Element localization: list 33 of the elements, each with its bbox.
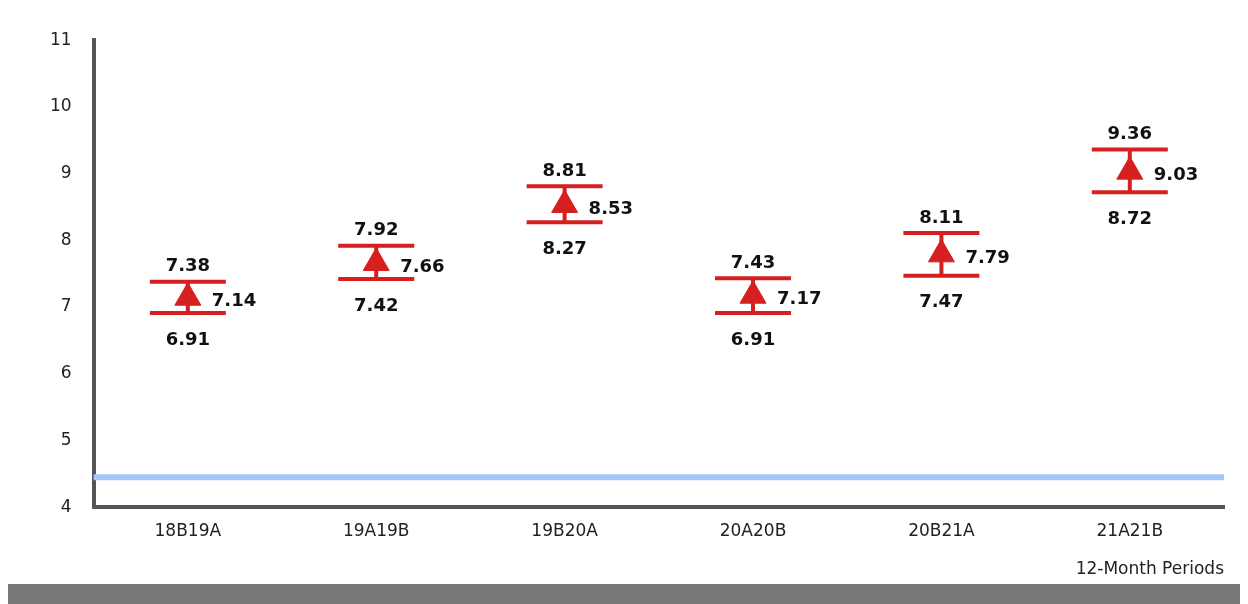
x-tick-label: 21A21B bbox=[1096, 519, 1164, 540]
y-tick-label: 6 bbox=[60, 362, 72, 383]
annotation: 6.91 bbox=[165, 327, 211, 349]
data-label: 9.03 bbox=[1153, 163, 1199, 185]
x-tick-label: 19A19B bbox=[342, 519, 410, 540]
annotation: 7.38 bbox=[165, 254, 211, 276]
annotation: 6.91 bbox=[730, 327, 776, 349]
data-label: 8.53 bbox=[588, 196, 634, 218]
annotation: 8.27 bbox=[542, 237, 587, 258]
x-tick-label: 18B19A bbox=[154, 519, 222, 540]
data-label: 7.17 bbox=[777, 287, 822, 309]
y-tick-label: 7 bbox=[60, 295, 72, 316]
data-label: 7.14 bbox=[211, 289, 257, 311]
annotation: 7.43 bbox=[730, 251, 776, 273]
x-tick-label: 19B20A bbox=[531, 519, 599, 540]
annotation: 7.92 bbox=[354, 218, 399, 240]
y-tick-label: 10 bbox=[49, 95, 72, 116]
y-tick-label: 11 bbox=[49, 28, 72, 49]
y-tick-label: 8 bbox=[60, 228, 72, 249]
y-tick-label: 9 bbox=[60, 162, 72, 183]
annotation: 8.81 bbox=[542, 158, 587, 180]
y-tick-label: 5 bbox=[60, 428, 72, 449]
annotation: 8.72 bbox=[1107, 206, 1153, 228]
annotation: 7.47 bbox=[919, 290, 964, 312]
x-tick-label: 20B21A bbox=[908, 519, 976, 540]
x-tick-label: 20A20B bbox=[719, 519, 787, 540]
annotation: 9.36 bbox=[1107, 122, 1153, 144]
x-axis-title: 12-Month Periods bbox=[1075, 558, 1225, 579]
data-label: 7.79 bbox=[965, 246, 1010, 268]
annotation: 7.42 bbox=[354, 293, 399, 315]
annotation: 8.11 bbox=[919, 205, 964, 227]
y-tick-label: 4 bbox=[60, 495, 72, 516]
data-label: 7.66 bbox=[400, 254, 445, 276]
